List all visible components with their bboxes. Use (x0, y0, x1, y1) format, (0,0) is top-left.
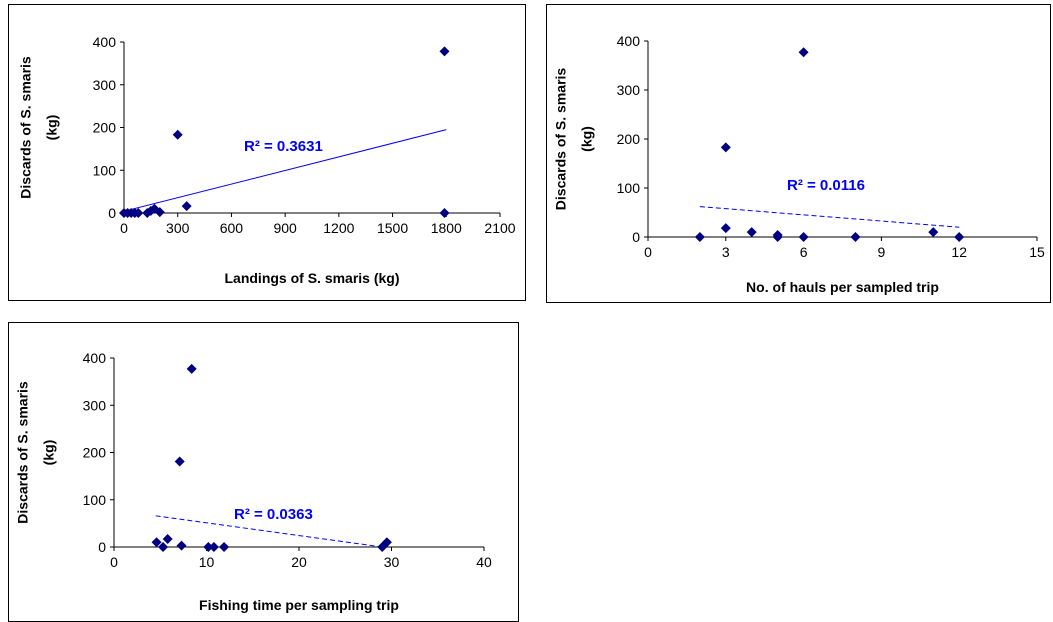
y-tick-label: 300 (93, 77, 117, 93)
x-tick-label: 30 (384, 554, 400, 570)
y-tick-label: 400 (93, 34, 117, 50)
data-point (720, 223, 731, 234)
chart-svg: 0 100 200 300 400 0 3 6 9 12 15 No. of hauls per sa… (553, 33, 1045, 295)
data-point (850, 232, 861, 242)
data-point (203, 542, 214, 552)
chart-fishing-time-vs-discards: 0 100 200 300 400 0 10 20 30 40 Fishing time per s… (8, 322, 519, 622)
y-tick-label: 400 (83, 350, 107, 366)
data-point (174, 456, 185, 467)
x-tick-label: 9 (878, 244, 886, 260)
x-tick-label: 600 (220, 220, 244, 236)
y-tick-label: 300 (83, 397, 107, 413)
y-axis-label: Discards of S. smaris (553, 68, 569, 211)
y-tick-label: 100 (93, 162, 117, 178)
y-axis-label-unit: (kg) (44, 115, 60, 141)
x-axis-label: Landings of S. smaris (kg) (224, 270, 399, 286)
x-tick-label: 6 (800, 244, 808, 260)
data-point (154, 207, 165, 218)
x-tick-label: 1800 (431, 220, 462, 236)
x-axis-label: Fishing time per sampling trip (199, 597, 399, 613)
x-tick-label: 15 (1029, 244, 1045, 260)
x-tick-label: 0 (110, 554, 118, 570)
data-point (172, 129, 183, 140)
data-point (439, 208, 450, 218)
data-point (158, 542, 169, 552)
chart-hauls-vs-discards: 0 100 200 300 400 0 3 6 9 12 15 No. of hauls per sa… (546, 4, 1051, 303)
y-tick-label: 200 (93, 120, 117, 136)
x-tick-label: 20 (291, 554, 307, 570)
r-squared-label: R² = 0.0363 (234, 506, 313, 523)
x-axis-label: No. of hauls per sampled trip (746, 279, 939, 295)
x-tick-label: 12 (951, 244, 967, 260)
y-tick-label: 200 (83, 445, 107, 461)
x-tick-label: 0 (644, 244, 652, 260)
data-point (798, 232, 809, 242)
chart-svg: 0 100 200 300 400 0 10 20 30 40 Fishing time per s… (15, 350, 492, 613)
y-tick-label: 300 (617, 82, 641, 98)
trend-line (155, 515, 383, 548)
data-point (186, 363, 197, 374)
r-squared-label: R² = 0.3631 (244, 138, 323, 155)
y-tick-label: 0 (98, 539, 106, 555)
data-point (439, 46, 450, 57)
y-tick-label: 400 (617, 33, 641, 49)
x-tick-label: 1200 (323, 220, 354, 236)
x-tick-label: 40 (476, 554, 492, 570)
x-tick-label: 0 (120, 220, 128, 236)
data-point (772, 232, 783, 242)
x-tick-label: 900 (273, 220, 297, 236)
y-axis-label: Discards of S. smaris (18, 56, 34, 199)
trend-line (699, 206, 960, 228)
y-tick-label: 100 (617, 180, 641, 196)
data-point (162, 533, 173, 544)
y-axis-label-unit: (kg) (579, 126, 595, 152)
x-tick-label: 2100 (484, 220, 515, 236)
y-axis-label-unit: (kg) (41, 440, 57, 466)
trend-line (123, 129, 447, 212)
y-tick-label: 100 (83, 492, 107, 508)
r-squared-label: R² = 0.0116 (787, 177, 865, 194)
y-tick-label: 0 (108, 205, 116, 221)
data-point (954, 232, 965, 242)
x-tick-label: 3 (722, 244, 730, 260)
data-point (720, 142, 731, 153)
data-point (219, 542, 230, 552)
chart-landings-vs-discards: 0 100 200 300 400 0 300 600 900 1200 1500 1800 2100 L… (8, 4, 526, 301)
x-tick-label: 10 (199, 554, 215, 570)
data-point (381, 537, 392, 548)
data-point (694, 232, 705, 242)
data-point (176, 540, 187, 551)
data-point (181, 201, 192, 212)
x-tick-label: 300 (166, 220, 190, 236)
data-point (151, 537, 162, 548)
y-tick-label: 0 (632, 229, 640, 245)
data-point (928, 227, 939, 238)
data-point (746, 227, 757, 238)
x-tick-label: 1500 (377, 220, 408, 236)
y-tick-label: 200 (617, 131, 641, 147)
data-point (798, 47, 809, 58)
data-point (133, 208, 144, 218)
data-point (208, 542, 219, 552)
y-axis-label: Discards of S. smaris (15, 381, 31, 524)
chart-svg: 0 100 200 300 400 0 300 600 900 1200 1500 1800 2100 L… (18, 34, 516, 286)
